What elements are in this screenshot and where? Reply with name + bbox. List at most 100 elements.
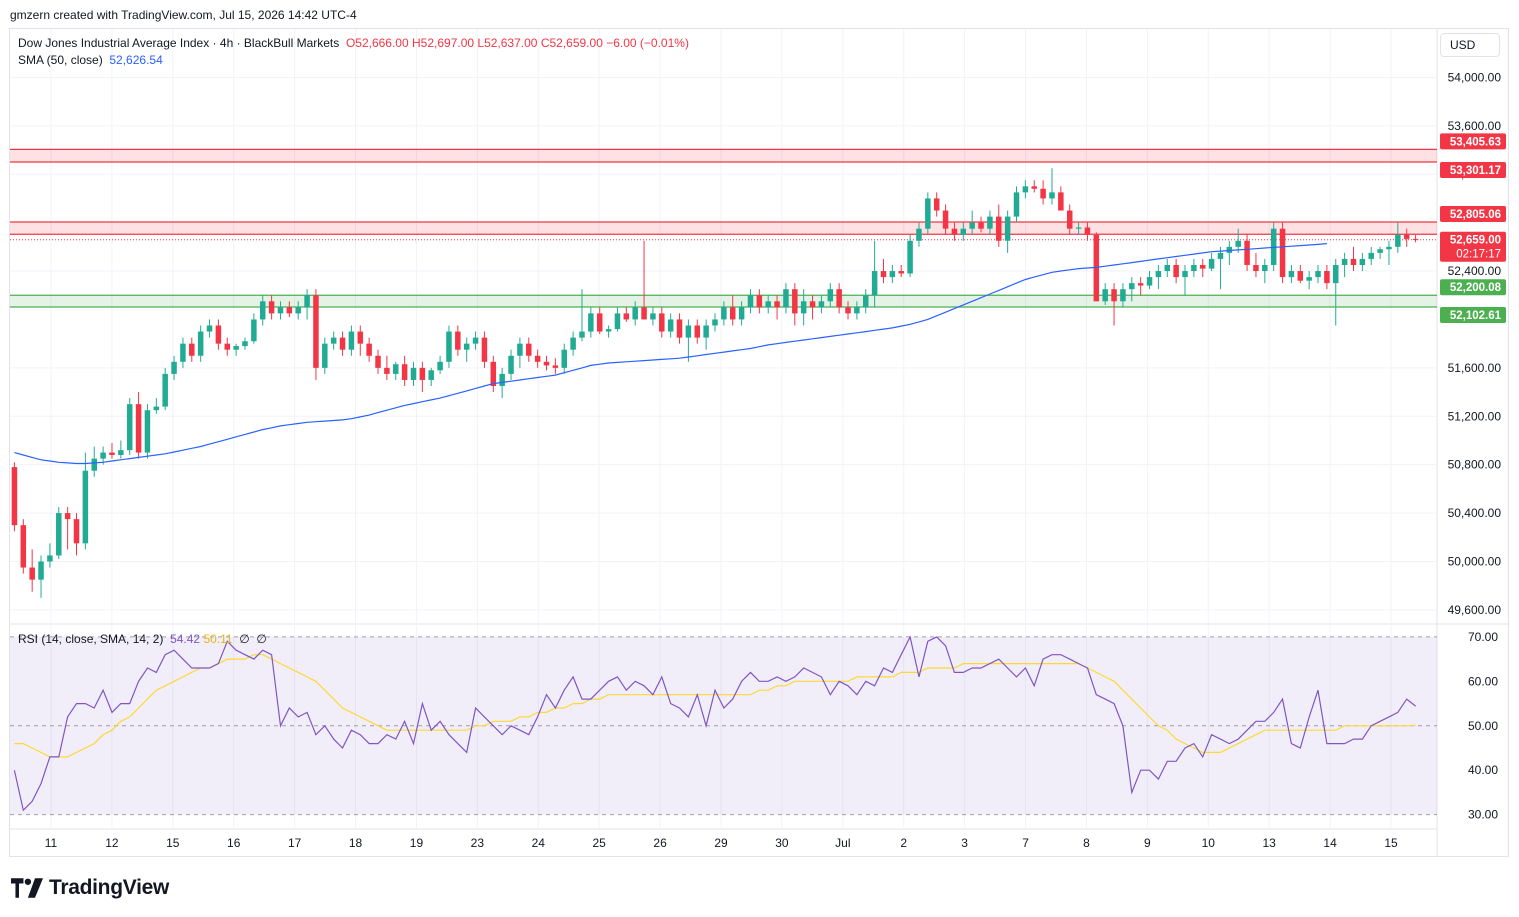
zone-price-label: 52,102.61 [1450,310,1502,322]
candle-body [410,367,417,380]
candle-body [969,222,975,229]
grid [9,29,1509,856]
last-price-tag [1440,231,1506,262]
candle-body [1040,188,1046,199]
candle-body [978,222,984,229]
time-tick-label: 17 [288,836,302,850]
candle-body [1146,277,1153,286]
rsi-lines [13,635,1416,812]
candle-body [1359,258,1366,265]
candle-body [1368,252,1374,259]
candle-body [1102,289,1108,302]
ohlc-close: C52,659.00 [540,36,603,50]
sma-line-group [14,243,1327,465]
candle-body [659,313,665,332]
time-tick-label: 8 [1083,836,1090,850]
candle-body [455,331,461,350]
candle-body [259,301,266,320]
candle-body [526,343,532,356]
price-tick-label: 50,000.00 [1448,554,1502,568]
candle-body [996,216,1002,241]
candle-body [171,361,177,374]
candle-body [605,329,612,332]
rsi-legend-extra2: ∅ [256,632,267,646]
candle-body [667,319,674,332]
candle-body [1137,283,1144,286]
rsi-legend: RSI (14, close, SMA, 14, 2) 54.42 50.11 … [18,632,267,646]
time-tick-label: 10 [1202,836,1216,850]
sma-legend-label[interactable]: SMA (50, close) [18,53,103,67]
price-tick-label: 51,200.00 [1448,409,1502,423]
chart-frame [9,28,1509,857]
zone-price-label: 53,301.17 [1450,165,1501,177]
candle-body [313,295,319,368]
time-tick-label: 24 [532,836,546,850]
candle-body [588,313,594,332]
time-tick-label: 12 [105,836,119,850]
candle-body [11,467,18,526]
rsi-tick-label: 60.00 [1468,674,1498,688]
resistance-zone [10,222,1437,235]
candle-body [1324,271,1330,284]
resistance-zone [10,149,1437,162]
candle-body [286,307,293,314]
zone-price-tag [1440,307,1506,324]
candle-body [712,319,718,326]
candle-body [242,341,248,347]
candle-body [543,361,550,366]
candle-body [20,525,27,568]
candle-body [38,561,44,580]
candle-body [135,404,142,453]
candle-body [845,307,851,314]
candle-body [561,349,567,368]
currency-selector[interactable]: USD [1440,33,1500,57]
candle-body [570,337,576,350]
candle-body [933,198,940,211]
rsi-legend-label[interactable]: RSI (14, close, SMA, 14, 2) [18,632,164,646]
candle-body [1297,271,1304,281]
candle-body [1226,246,1233,253]
candle-body [1350,258,1357,265]
candle-body [1013,192,1020,217]
candle-body [1395,234,1401,247]
candle-body [1173,264,1179,278]
candle-body [91,458,97,471]
time-tick-label: 16 [227,836,241,850]
candle-body [437,361,443,371]
candle-body [481,337,488,362]
candle-body [1315,271,1321,278]
zone-price-tag [1440,161,1506,178]
candle-body [907,240,913,274]
candle-body [153,406,160,411]
candle-body [82,470,89,544]
candle-body [1235,240,1241,247]
time-tick-label: 15 [166,836,180,850]
ohlc-change: −6.00 (−0.01%) [606,36,689,50]
rsi-legend-extra1: ∅ [239,632,250,646]
time-tick-label: 13 [1263,836,1277,850]
candle-body [854,307,860,314]
candle-body [916,228,922,241]
ohlc-high: H52,697.00 [412,36,475,50]
candle-body [251,319,257,342]
symbol-title[interactable]: Dow Jones Industrial Average Index · 4h … [18,36,340,50]
candle-body [1191,264,1197,272]
candle-body [1120,289,1126,302]
candle-body [1111,289,1117,302]
time-tick-label: 14 [1323,836,1337,850]
candle-body [1341,258,1348,265]
candle-body [162,373,168,407]
candle-body [1199,264,1206,269]
candle-body [73,519,80,544]
candle-body [224,343,231,350]
time-tick-label: 11 [45,836,58,850]
candle-body [206,325,213,332]
price-zones [10,148,1437,308]
candle-body [277,307,284,314]
candle-body [339,337,346,350]
price-tick-label: 49,600.00 [1448,603,1502,617]
candle-body [189,343,195,356]
candle-body [1253,264,1259,272]
candle-body [1386,246,1392,250]
